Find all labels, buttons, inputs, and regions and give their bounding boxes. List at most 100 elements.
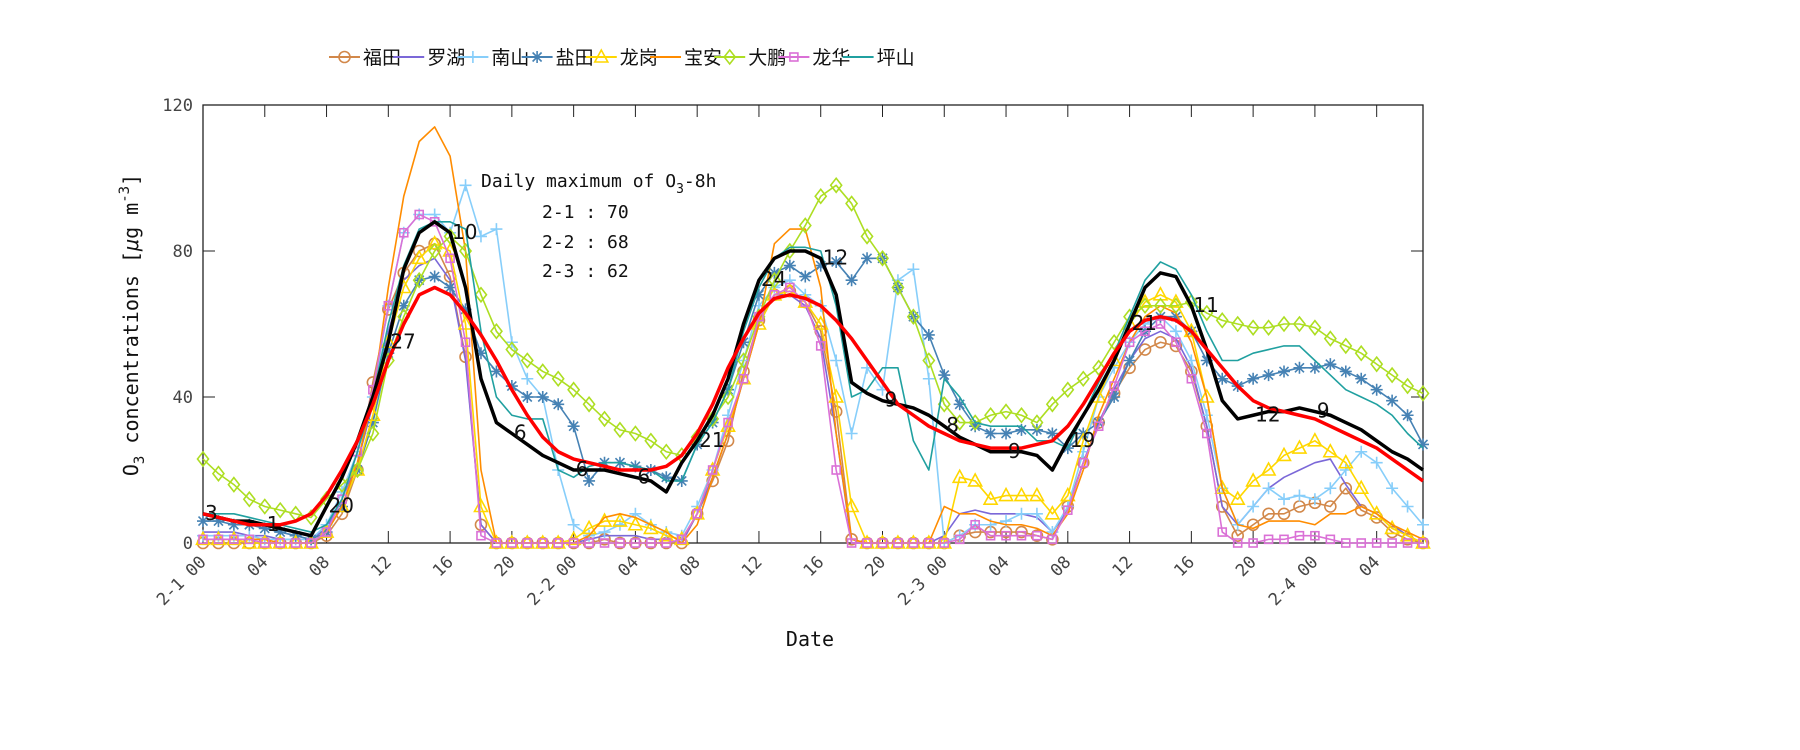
legend-label: 南山 — [491, 47, 529, 69]
data-point-star — [1216, 372, 1229, 385]
data-point-square — [1109, 381, 1119, 391]
data-point-diamond — [1277, 315, 1291, 333]
data-point-circle — [1015, 525, 1028, 539]
data-point-plus — [845, 427, 858, 440]
data-point-square — [893, 538, 903, 548]
daily-max-annotation: Daily maximum of O3-8h 2-1 : 70 2-2 : 68… — [481, 171, 716, 282]
annotation-line-3: 2-3 : 62 — [542, 261, 629, 282]
data-point-square — [507, 538, 517, 548]
data-point-square — [1155, 319, 1166, 329]
y-tick-label: 0 — [183, 534, 193, 554]
data-point-diamond — [628, 425, 642, 442]
data-point-star — [1417, 438, 1429, 451]
data-point-triangle — [1013, 486, 1030, 502]
data-point-square — [1387, 538, 1397, 548]
data-point-star — [444, 281, 457, 294]
data-point-plus — [567, 518, 580, 531]
data-point-square — [970, 519, 980, 530]
data-point-square — [862, 538, 872, 548]
legend-label: 龙华 — [812, 47, 850, 69]
data-point-triangle — [1307, 432, 1323, 447]
data-point-triangle — [1044, 505, 1061, 520]
legend-label: 罗湖 — [427, 47, 465, 69]
data-point-diamond — [1061, 381, 1075, 398]
data-point-diamond — [412, 271, 426, 289]
data-point-star — [531, 51, 544, 63]
data-point-triangle — [1276, 446, 1292, 462]
data-point-triangle — [1137, 293, 1153, 308]
data-point-diamond — [1370, 355, 1384, 373]
data-point-star — [212, 515, 225, 528]
data-point-square — [939, 538, 950, 548]
data-point-star — [1169, 310, 1182, 323]
x-tick-label: 16 — [1170, 552, 1199, 581]
data-point-triangle — [1353, 479, 1370, 495]
legend-label: 大鹏 — [748, 47, 786, 69]
data-point-diamond — [968, 414, 982, 431]
data-point-square — [1001, 530, 1011, 541]
data-point-circle — [1169, 339, 1183, 353]
data-point-diamond — [1262, 319, 1276, 336]
data-point-diamond — [767, 271, 781, 289]
point-label: 1 — [267, 512, 280, 536]
data-point-diamond — [736, 352, 751, 369]
x-tick-label: 20 — [1232, 552, 1261, 581]
data-point-triangle — [843, 497, 860, 513]
data-point-plus — [521, 372, 534, 385]
data-point-diamond — [1401, 377, 1415, 395]
data-point-triangle — [967, 472, 983, 487]
data-point-star — [1355, 372, 1368, 385]
data-point-triangle — [426, 235, 443, 250]
data-point-square — [1402, 538, 1413, 548]
y-tick-label: 120 — [162, 96, 193, 116]
data-point-diamond — [953, 414, 967, 431]
data-point-square — [738, 373, 749, 384]
point-label: 21 — [1132, 311, 1157, 335]
data-point-square — [198, 534, 208, 545]
data-point-square — [661, 538, 672, 548]
data-point-star — [1324, 358, 1337, 371]
data-point-star — [552, 398, 565, 411]
x-tick-label: 08 — [1047, 552, 1076, 581]
data-point-star — [1262, 369, 1275, 382]
point-label: 9 — [884, 388, 897, 412]
x-tick-label: 2-1 00 — [153, 552, 211, 610]
data-point-plus — [1030, 507, 1043, 520]
x-tick-label: 16 — [800, 552, 829, 581]
data-point-plus — [1015, 507, 1028, 520]
data-point-diamond — [1107, 333, 1121, 351]
data-point-star — [861, 252, 874, 265]
y-axis-label: O3 concentrations [μg m-3] — [117, 174, 148, 476]
data-point-star — [752, 288, 765, 301]
data-point-diamond — [1416, 385, 1430, 402]
data-point-diamond — [1076, 370, 1090, 388]
data-point-plus — [1262, 482, 1275, 495]
data-point-diamond — [489, 323, 503, 340]
data-point-star — [1401, 409, 1414, 422]
data-point-square — [1124, 337, 1135, 348]
data-point-star — [1339, 365, 1352, 378]
data-point-diamond — [845, 195, 859, 212]
data-point-square — [537, 538, 548, 548]
data-point-triangle — [1384, 519, 1400, 535]
data-point-plus — [1200, 409, 1213, 422]
data-point-diamond — [350, 461, 364, 479]
data-point-diamond — [598, 410, 612, 428]
data-point-circle — [1354, 503, 1368, 517]
point-label: 6 — [514, 421, 527, 445]
data-point-triangle — [1168, 293, 1184, 308]
data-point-star — [1370, 383, 1383, 396]
data-point-square — [815, 341, 826, 351]
plot-frame — [202, 104, 1424, 544]
data-point-star — [459, 303, 472, 316]
data-point-diamond — [582, 396, 596, 413]
data-point-star — [227, 518, 240, 531]
data-point-square — [954, 534, 965, 545]
data-point-square — [1248, 538, 1258, 548]
data-point-plus — [1417, 518, 1429, 531]
data-point-triangle — [1260, 461, 1277, 476]
data-point-diamond — [1169, 297, 1183, 315]
data-point-triangle — [998, 486, 1014, 502]
data-point-plus — [1293, 489, 1306, 502]
